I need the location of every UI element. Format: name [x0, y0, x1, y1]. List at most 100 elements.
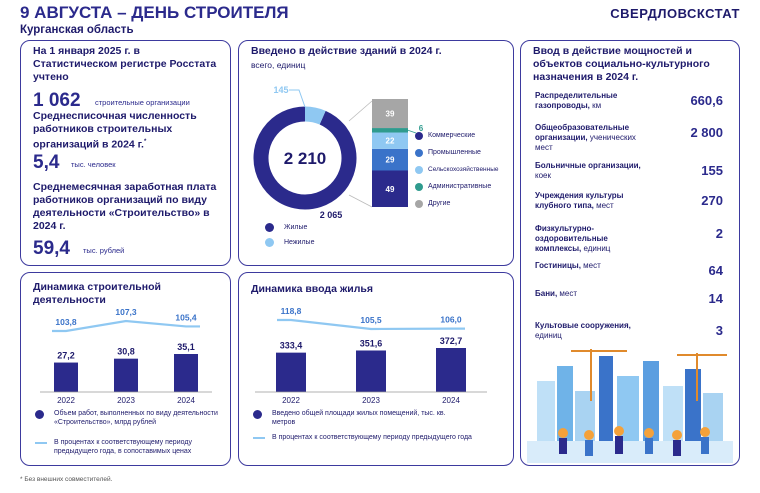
- stack-segment-label: 6: [419, 124, 424, 133]
- bar-value-label: 30,8: [117, 347, 135, 357]
- facility-label: Общеобразовательные организации, учениче…: [535, 123, 636, 152]
- org-name: СВЕРДЛОВСКСТАТ: [610, 6, 740, 21]
- legend-dot-icon: [415, 199, 423, 208]
- legend-label: Другие: [428, 200, 451, 207]
- employees-text: Среднесписочная численность работников с…: [33, 110, 197, 151]
- donut-leader-line: [289, 89, 306, 108]
- buildings-panel: Введено в действие зданий в 2024 г. всег…: [238, 40, 514, 266]
- donut-slice: [304, 106, 326, 125]
- workers-icon: [527, 426, 733, 463]
- legend-label: В процентах к соответствующему периоду п…: [272, 434, 472, 441]
- legend-label: Жилые: [284, 224, 308, 231]
- facility-label: Учреждения культуры клубного типа, мест: [535, 191, 624, 210]
- legend-dot-icon: [415, 148, 423, 157]
- legend-dot-icon: [35, 410, 44, 419]
- registry-panel: На 1 января 2025 г. в Статистическом рег…: [20, 40, 231, 266]
- x-tick-label: 2024: [442, 396, 460, 405]
- legend-label: Промышленные: [428, 149, 481, 156]
- facility-value: 14: [708, 291, 723, 306]
- construction-title: Динамика строительной деятельности: [33, 281, 161, 306]
- facility-unit: мест: [583, 261, 601, 270]
- x-tick-label: 2022: [282, 396, 300, 405]
- donut-slice-label: 2 065: [320, 210, 343, 220]
- facility-row: Культовые сооружения, единиц 3: [535, 321, 731, 341]
- legend-dot-icon: [415, 182, 423, 191]
- footnote: * Без внешних совместителей.: [20, 476, 113, 483]
- legend-dot-icon: [253, 410, 262, 419]
- line-value-label: 107,3: [115, 307, 137, 317]
- line-value-label: 106,0: [440, 315, 462, 325]
- bar: [276, 352, 306, 392]
- bar: [356, 350, 386, 392]
- facility-value: 64: [708, 263, 723, 278]
- stack-segment: [372, 132, 408, 149]
- legend-item-agricultural: Сельскохозяйственные: [415, 161, 511, 178]
- wage-value: 59,4: [33, 238, 70, 259]
- housing-dynamics-panel: Динамика ввода жилья 333,4 2022 351,6 2023 3…: [238, 272, 514, 466]
- facility-value: 270: [701, 193, 723, 208]
- legend-item-nonresidential: Нежилые: [265, 238, 375, 247]
- donut-slice-label: 145: [273, 85, 288, 95]
- bar-value-label: 333,4: [280, 341, 303, 351]
- legend-dot-icon: [265, 238, 274, 247]
- facility-value: 2: [715, 226, 723, 241]
- legend-dot-icon: [265, 223, 274, 232]
- stack-legend: Коммерческие Промышленные Сельскохозяйст…: [415, 127, 511, 212]
- facilities-title: Ввод в действие мощностей и объектов соц…: [533, 45, 710, 83]
- stack-segment: [372, 128, 408, 133]
- line-value-label: 105,5: [360, 315, 382, 325]
- donut-slice: [253, 106, 357, 210]
- facility-row: Общеобразовательные организации, учениче…: [535, 123, 731, 153]
- facility-unit: ученических мест: [535, 133, 636, 152]
- facility-label: Культовые сооружения, единиц: [535, 321, 631, 340]
- housing-chart: 333,4 2022 351,6 2023 372,7 2024 118,8 105,5 106…: [255, 306, 487, 405]
- line-value-label: 118,8: [281, 306, 302, 316]
- legend-label: Административные: [428, 183, 492, 190]
- stack-leader-line: [407, 129, 417, 134]
- x-tick-label: 2022: [57, 396, 75, 405]
- construction-legend-line: В процентах к соответствующему периоду п…: [35, 438, 227, 456]
- buildings-title: Введено в действие зданий в 2024 г.: [251, 45, 442, 57]
- bar-value-label: 35,1: [177, 342, 195, 352]
- registry-value: 1 062: [33, 90, 81, 111]
- facility-label: Распределительные газопроводы, км: [535, 91, 618, 110]
- facility-unit: коек: [535, 171, 551, 180]
- facility-unit: км: [592, 101, 602, 110]
- legend-dot-icon: [415, 165, 423, 174]
- legend-label: Введено общей площади жилых помещений, т…: [272, 410, 446, 426]
- registry-unit: строительные организации: [95, 98, 190, 107]
- facility-label: Больничные организации, коек: [535, 161, 641, 180]
- legend-label: В процентах к соответствующему периоду п…: [54, 439, 192, 455]
- wage-unit: тыс. рублей: [83, 246, 125, 255]
- facility-row: Учреждения культуры клубного типа, мест 2…: [535, 191, 731, 211]
- x-tick-label: 2023: [362, 396, 380, 405]
- legend-label: Коммерческие: [428, 132, 476, 139]
- crane-icon: [571, 349, 727, 401]
- housing-title: Динамика ввода жилья: [251, 283, 373, 295]
- connector-line: [348, 100, 373, 122]
- stack-segment: [372, 170, 408, 207]
- line-value-label: 103,8: [55, 317, 77, 327]
- facility-row: Гостиницы, мест 64: [535, 261, 731, 278]
- facility-row: Распределительные газопроводы, км 660,6: [535, 91, 731, 111]
- bar: [436, 348, 466, 392]
- facility-unit: мест: [559, 289, 578, 298]
- facility-row: Физкультурно-оздоровительные комплексы, …: [535, 224, 731, 254]
- stack-segment-label: 22: [386, 137, 395, 146]
- housing-legend-line: В процентах к соответствующему периоду п…: [253, 433, 503, 442]
- facility-label: Физкультурно-оздоровительные комплексы, …: [535, 224, 611, 253]
- legend-line-icon: [253, 437, 265, 439]
- facilities-panel: Ввод в действие мощностей и объектов соц…: [520, 40, 740, 466]
- bar-value-label: 27,2: [57, 351, 75, 361]
- facility-label: Гостиницы, мест: [535, 261, 601, 270]
- stack-segment-label: 49: [386, 185, 395, 194]
- employees-value: 5,4: [33, 152, 60, 173]
- legend-label: Нежилые: [284, 239, 315, 246]
- region-label: Курганская область: [20, 24, 134, 36]
- legend-item-residential: Жилые: [265, 223, 375, 232]
- facility-unit: мест: [596, 201, 614, 210]
- stack-segment: [372, 148, 408, 171]
- registry-text: На 1 января 2025 г. в Статистическом рег…: [33, 45, 217, 83]
- legend-label: Объем работ, выполненных по виду деятель…: [54, 410, 218, 426]
- legend-line-icon: [35, 442, 47, 444]
